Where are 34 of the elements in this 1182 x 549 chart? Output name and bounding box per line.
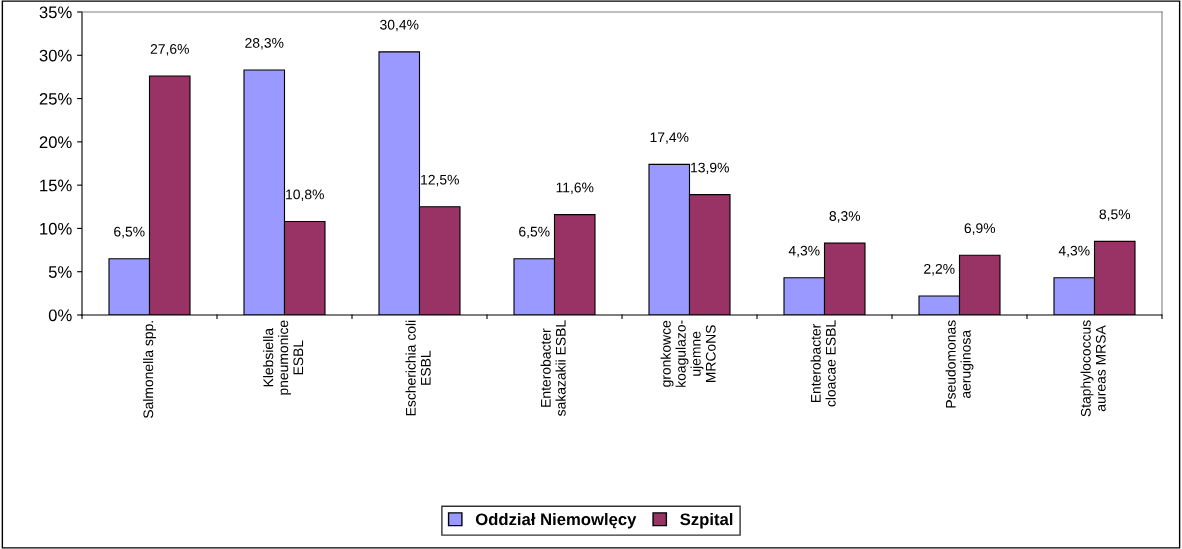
data-label: 11,6%: [556, 182, 594, 195]
x-tick-label: Enterobacter sakazakii ESBL: [540, 320, 566, 416]
x-tick-label: Enterobacter cloacae ESBL: [810, 320, 836, 407]
data-label: 4,3%: [1058, 245, 1090, 258]
data-label: 27,6%: [150, 44, 189, 56]
y-tick-label: 25%: [39, 92, 72, 105]
x-tick-label: Escherichia coli ESBL: [405, 320, 431, 416]
x-tick-label: gronkowce koagulazo- ujemne MRCoNS: [660, 320, 716, 387]
y-tick-label: 30%: [39, 49, 72, 62]
data-label: 13,9%: [691, 162, 729, 175]
data-label: 6,5%: [519, 226, 550, 239]
x-tick-label: Klebsiella pneumonice ESBL: [263, 320, 304, 395]
x-tick-label: Staphylococcus aureas MRSA: [1080, 320, 1106, 417]
data-label: 30,4%: [380, 19, 419, 32]
data-label: 12,5%: [421, 174, 459, 187]
y-tick-label: 15%: [40, 179, 72, 192]
y-tick-label: 20%: [39, 136, 72, 149]
data-label: 4,3%: [788, 245, 820, 258]
data-label: 8,5%: [1099, 209, 1131, 221]
legend-label: Szpital: [680, 512, 733, 529]
data-label: 6,9%: [964, 223, 996, 235]
legend-label: Oddział Niemowlęcy: [475, 512, 637, 529]
y-tick-label: 10%: [40, 222, 72, 235]
data-label: 10,8%: [286, 189, 324, 201]
data-label: 17,4%: [650, 132, 689, 144]
data-label: 8,3%: [829, 211, 861, 223]
y-tick-label: 35%: [39, 6, 72, 19]
data-label: 2,2%: [924, 263, 955, 276]
x-tick-label: Pseudomonas aeruginosa: [945, 320, 974, 408]
y-tick-label: 0%: [48, 309, 72, 322]
y-tick-label: 5%: [48, 266, 72, 278]
data-label: 28,3%: [245, 37, 284, 50]
data-label: 6,5%: [114, 226, 145, 239]
x-tick-label: Salmonella spp.: [143, 321, 156, 419]
